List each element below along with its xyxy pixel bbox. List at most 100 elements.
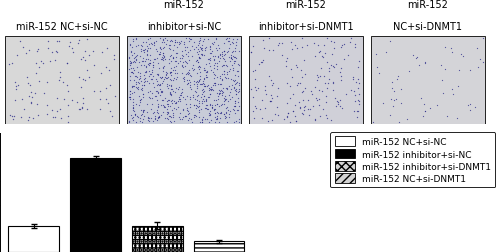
- Point: [354, 109, 362, 113]
- Point: [98, 50, 106, 54]
- Point: [63, 62, 71, 66]
- Point: [225, 55, 233, 59]
- Point: [157, 104, 165, 108]
- Point: [158, 67, 166, 71]
- Point: [314, 44, 322, 48]
- Point: [450, 92, 458, 96]
- Point: [262, 92, 270, 96]
- Point: [229, 67, 237, 71]
- Point: [202, 104, 209, 108]
- Point: [421, 110, 429, 114]
- Point: [160, 78, 168, 82]
- Point: [155, 67, 163, 71]
- Point: [188, 67, 196, 71]
- Point: [186, 118, 194, 122]
- Point: [12, 53, 20, 57]
- Point: [130, 107, 138, 111]
- Point: [126, 90, 134, 94]
- Point: [134, 115, 142, 119]
- Text: NC+si-DNMT1: NC+si-DNMT1: [394, 22, 462, 32]
- Point: [210, 99, 218, 103]
- Point: [252, 69, 260, 73]
- Point: [198, 43, 205, 47]
- Point: [178, 93, 186, 98]
- Point: [356, 59, 364, 64]
- Point: [148, 43, 156, 47]
- Point: [194, 53, 202, 57]
- Point: [196, 39, 204, 43]
- Point: [211, 55, 219, 59]
- Point: [315, 103, 323, 107]
- Point: [183, 106, 191, 110]
- Point: [220, 54, 228, 58]
- Point: [284, 111, 292, 115]
- Point: [20, 46, 28, 50]
- Point: [176, 57, 184, 61]
- Point: [219, 64, 227, 68]
- Point: [231, 104, 239, 108]
- Point: [226, 109, 234, 113]
- Point: [36, 59, 44, 64]
- Point: [182, 37, 190, 41]
- Point: [230, 109, 238, 113]
- Point: [195, 111, 203, 115]
- Point: [208, 49, 216, 53]
- Point: [230, 86, 237, 90]
- Point: [200, 67, 208, 71]
- Point: [154, 61, 162, 66]
- Point: [200, 100, 208, 104]
- Point: [141, 77, 149, 81]
- Point: [196, 37, 204, 41]
- Point: [214, 67, 222, 71]
- Point: [160, 65, 168, 69]
- Point: [129, 119, 137, 123]
- Point: [287, 41, 295, 45]
- Point: [166, 105, 173, 109]
- Point: [108, 114, 116, 118]
- Point: [316, 74, 324, 78]
- Point: [188, 120, 196, 124]
- Point: [144, 58, 152, 62]
- Point: [352, 46, 360, 50]
- Point: [284, 111, 292, 115]
- Point: [185, 72, 193, 76]
- Point: [162, 96, 170, 100]
- Point: [189, 96, 197, 100]
- Point: [142, 71, 150, 75]
- Point: [292, 44, 300, 48]
- Point: [169, 49, 177, 53]
- Point: [195, 108, 203, 112]
- Point: [208, 105, 216, 109]
- Point: [38, 62, 46, 66]
- Point: [210, 41, 218, 45]
- Point: [346, 37, 354, 41]
- Point: [164, 105, 172, 109]
- Point: [210, 109, 218, 113]
- Bar: [194, 241, 244, 252]
- Point: [458, 52, 466, 56]
- Point: [330, 47, 338, 51]
- Point: [195, 40, 203, 44]
- Point: [222, 98, 230, 102]
- Point: [268, 118, 276, 122]
- Point: [386, 40, 394, 44]
- Point: [200, 37, 208, 41]
- Point: [225, 70, 233, 74]
- Point: [90, 64, 98, 68]
- Point: [140, 114, 148, 118]
- Point: [170, 99, 177, 103]
- Point: [192, 90, 200, 94]
- Point: [179, 60, 187, 65]
- Point: [304, 107, 312, 111]
- Point: [168, 100, 175, 104]
- Point: [54, 39, 62, 43]
- Point: [188, 38, 196, 42]
- Point: [136, 99, 143, 103]
- Point: [160, 55, 168, 59]
- Point: [184, 110, 192, 114]
- Point: [176, 112, 184, 116]
- Point: [192, 107, 200, 111]
- Point: [230, 104, 238, 108]
- Point: [296, 107, 304, 111]
- Point: [158, 54, 166, 58]
